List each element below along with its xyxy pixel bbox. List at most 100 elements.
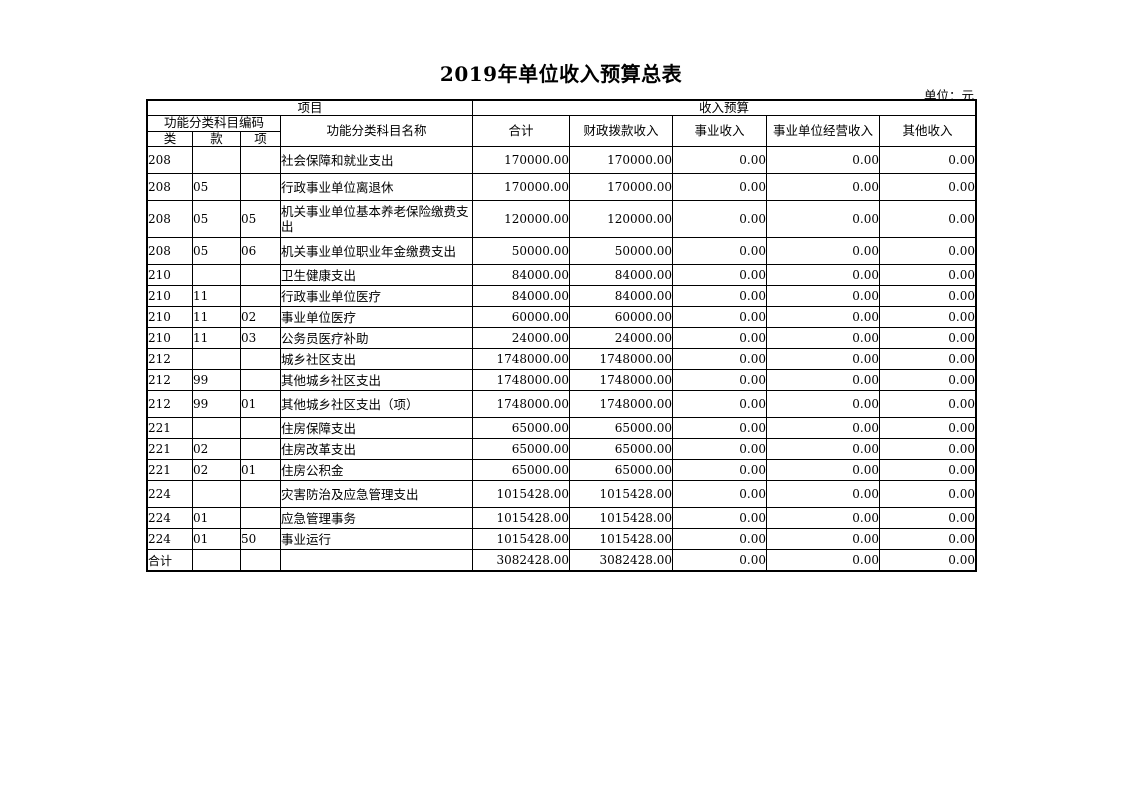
header-code-group: 功能分类科目编码 xyxy=(147,115,281,132)
cell-xiang xyxy=(240,480,281,509)
cell-other: 0.00 xyxy=(879,200,977,239)
cell-lei: 210 xyxy=(147,327,193,350)
cell-kuan xyxy=(192,146,241,175)
cell-xiang: 03 xyxy=(240,327,281,350)
cell-operating: 0.00 xyxy=(672,348,768,371)
cell-business: 0.00 xyxy=(766,327,881,350)
cell-name: 公务员医疗补助 xyxy=(279,327,474,350)
cell-fiscal: 1015428.00 xyxy=(569,480,674,509)
unit-note: 单位：元 xyxy=(923,88,974,103)
cell-other: 0.00 xyxy=(879,507,977,530)
cell-fiscal: 60000.00 xyxy=(569,306,674,329)
table-row: 212 99 01 其他城乡社区支出（项） 1748000.00 1748000.00 0.… xyxy=(147,390,977,419)
table-row: 212 城乡社区支出 1748000.00 1748000.00 0.00 0.00 0.0… xyxy=(147,348,977,371)
cell-xiang: 02 xyxy=(240,306,281,329)
cell-business: 0.00 xyxy=(766,369,881,392)
cell-xiang xyxy=(240,438,281,461)
cell-other: 0.00 xyxy=(879,480,977,509)
cell-total: 120000.00 xyxy=(472,200,571,239)
cell-lei: 212 xyxy=(147,348,193,371)
cell-total: 170000.00 xyxy=(472,146,571,175)
cell-business: 0.00 xyxy=(766,285,881,308)
cell-business: 0.00 xyxy=(766,173,881,202)
cell-operating: 0.00 xyxy=(672,549,768,572)
table-row: 210 11 02 事业单位医疗 60000.00 60000.00 0.00 0.00 0.0… xyxy=(147,306,977,329)
cell-total: 170000.00 xyxy=(472,173,571,202)
cell-other: 0.00 xyxy=(879,348,977,371)
cell-kuan: 11 xyxy=(192,306,241,329)
cell-name: 城乡社区支出 xyxy=(279,348,474,371)
header-income-budget: 收入预算 xyxy=(472,99,977,117)
header-total: 合计 xyxy=(472,115,571,148)
cell-other: 0.00 xyxy=(879,327,977,350)
cell-business: 0.00 xyxy=(766,306,881,329)
cell-kuan: 05 xyxy=(192,173,241,202)
cell-total: 24000.00 xyxy=(472,327,571,350)
cell-kuan: 02 xyxy=(192,438,241,461)
cell-operating: 0.00 xyxy=(672,438,768,461)
header-subject-name: 功能分类科目名称 xyxy=(279,115,474,148)
cell-fiscal: 3082428.00 xyxy=(569,549,674,572)
cell-kuan: 02 xyxy=(192,459,241,482)
cell-total: 1015428.00 xyxy=(472,480,571,509)
cell-fiscal: 65000.00 xyxy=(569,417,674,440)
cell-business: 0.00 xyxy=(766,459,881,482)
cell-name: 其他城乡社区支出（项） xyxy=(279,390,474,419)
cell-name: 机关事业单位基本养老保险缴费支出 xyxy=(279,200,474,239)
table-row: 210 卫生健康支出 84000.00 84000.00 0.00 0.00 0.00 xyxy=(147,264,977,287)
header-operating-income: 事业收入 xyxy=(672,115,768,148)
cell-other: 0.00 xyxy=(879,417,977,440)
cell-other: 0.00 xyxy=(879,390,977,419)
table-row: 221 住房保障支出 65000.00 65000.00 0.00 0.00 0.00 xyxy=(147,417,977,440)
cell-lei: 208 xyxy=(147,173,193,202)
cell-operating: 0.00 xyxy=(672,264,768,287)
cell-lei: 合计 xyxy=(147,549,193,572)
cell-lei: 212 xyxy=(147,369,193,392)
cell-fiscal: 1748000.00 xyxy=(569,348,674,371)
header-fiscal-appropriation: 财政拨款收入 xyxy=(569,115,674,148)
cell-fiscal: 24000.00 xyxy=(569,327,674,350)
cell-operating: 0.00 xyxy=(672,146,768,175)
cell-business: 0.00 xyxy=(766,417,881,440)
cell-lei: 210 xyxy=(147,306,193,329)
cell-business: 0.00 xyxy=(766,507,881,530)
cell-xiang xyxy=(240,369,281,392)
cell-operating: 0.00 xyxy=(672,369,768,392)
cell-kuan xyxy=(192,348,241,371)
header-business-operation-income: 事业单位经营收入 xyxy=(766,115,881,148)
cell-fiscal: 65000.00 xyxy=(569,459,674,482)
cell-xiang xyxy=(240,549,281,572)
cell-kuan xyxy=(192,417,241,440)
cell-other: 0.00 xyxy=(879,173,977,202)
header-xiang: 项 xyxy=(240,130,281,148)
cell-fiscal: 1748000.00 xyxy=(569,369,674,392)
cell-xiang xyxy=(240,507,281,530)
cell-operating: 0.00 xyxy=(672,528,768,551)
cell-other: 0.00 xyxy=(879,528,977,551)
cell-kuan xyxy=(192,264,241,287)
table-row: 208 05 05 机关事业单位基本养老保险缴费支出 120000.00 120000.0… xyxy=(147,200,977,239)
cell-kuan: 11 xyxy=(192,285,241,308)
cell-lei: 224 xyxy=(147,480,193,509)
cell-operating: 0.00 xyxy=(672,173,768,202)
cell-total: 65000.00 xyxy=(472,459,571,482)
cell-name: 应急管理事务 xyxy=(279,507,474,530)
cell-other: 0.00 xyxy=(879,459,977,482)
cell-other: 0.00 xyxy=(879,306,977,329)
cell-business: 0.00 xyxy=(766,549,881,572)
cell-business: 0.00 xyxy=(766,146,881,175)
table-row: 224 灾害防治及应急管理支出 1015428.00 1015428.00 0.00 0.… xyxy=(147,480,977,509)
cell-lei: 208 xyxy=(147,237,193,266)
cell-operating: 0.00 xyxy=(672,327,768,350)
cell-lei: 210 xyxy=(147,285,193,308)
cell-xiang: 01 xyxy=(240,459,281,482)
cell-fiscal: 50000.00 xyxy=(569,237,674,266)
header-row-sub: 功能分类科目编码 功能分类科目名称 合计 财政拨款收入 事业收入 事业单位经营收… xyxy=(147,115,977,148)
cell-total: 1015428.00 xyxy=(472,528,571,551)
cell-kuan xyxy=(192,480,241,509)
table-row: 224 01 50 事业运行 1015428.00 1015428.00 0.00 0.00 0… xyxy=(147,528,977,551)
cell-fiscal: 84000.00 xyxy=(569,285,674,308)
cell-total: 84000.00 xyxy=(472,264,571,287)
cell-xiang: 01 xyxy=(240,390,281,419)
